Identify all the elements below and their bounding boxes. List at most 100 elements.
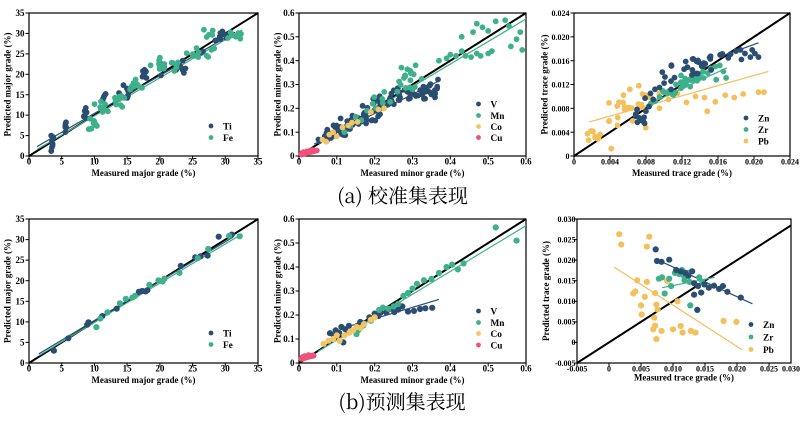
svg-text:5: 5	[59, 364, 64, 374]
svg-text:Fe: Fe	[223, 134, 233, 144]
svg-text:0.020: 0.020	[745, 158, 763, 167]
svg-text:0: 0	[607, 365, 611, 374]
svg-text:30: 30	[221, 364, 231, 374]
svg-text:15: 15	[16, 296, 26, 306]
svg-text:0.016: 0.016	[709, 158, 727, 167]
svg-text:Measured trace grade (%): Measured trace grade (%)	[632, 168, 732, 179]
svg-text:0.5: 0.5	[483, 364, 495, 374]
svg-text:20: 20	[155, 364, 165, 374]
svg-text:Predicted minor grade (%): Predicted minor grade (%)	[273, 33, 284, 137]
svg-text:0.4: 0.4	[283, 262, 295, 272]
svg-text:0.010: 0.010	[664, 365, 682, 374]
svg-text:5: 5	[59, 157, 64, 167]
svg-text:0.3: 0.3	[283, 286, 295, 296]
svg-text:25: 25	[188, 364, 198, 374]
svg-text:30: 30	[221, 157, 231, 167]
svg-text:25: 25	[16, 255, 26, 265]
svg-text:0.4: 0.4	[283, 56, 295, 66]
svg-text:10: 10	[90, 364, 100, 374]
svg-text:10: 10	[16, 110, 26, 120]
svg-text:20: 20	[16, 69, 26, 79]
svg-text:0.5: 0.5	[283, 238, 295, 248]
svg-text:0.015: 0.015	[558, 277, 576, 286]
svg-text:0.004: 0.004	[552, 128, 570, 137]
svg-text:Pb: Pb	[763, 346, 774, 356]
svg-text:Predicted trace grade (%): Predicted trace grade (%)	[541, 241, 552, 341]
svg-text:-0.005: -0.005	[567, 365, 588, 374]
svg-text:Zn: Zn	[763, 321, 775, 331]
svg-text:25: 25	[16, 49, 26, 59]
svg-text:35: 35	[16, 214, 26, 224]
svg-text:-0.005: -0.005	[555, 359, 576, 368]
svg-text:Mn: Mn	[491, 112, 506, 122]
svg-text:Cu: Cu	[491, 341, 503, 351]
svg-text:0.024: 0.024	[781, 158, 799, 167]
svg-text:0.010: 0.010	[558, 297, 576, 306]
svg-text:35: 35	[254, 157, 264, 167]
svg-text:0: 0	[290, 151, 295, 161]
svg-text:0: 0	[27, 364, 32, 374]
svg-text:25: 25	[188, 157, 198, 167]
svg-text:0: 0	[297, 364, 302, 374]
svg-text:0.4: 0.4	[445, 157, 457, 167]
svg-text:5: 5	[20, 131, 25, 141]
svg-text:35: 35	[16, 8, 26, 18]
svg-text:0.016: 0.016	[552, 57, 570, 66]
svg-text:Ti: Ti	[223, 329, 232, 339]
svg-text:0.020: 0.020	[558, 256, 576, 265]
svg-text:0.020: 0.020	[728, 365, 746, 374]
svg-text:0: 0	[566, 152, 570, 161]
svg-text:30: 30	[16, 235, 26, 245]
svg-text:Cu: Cu	[491, 134, 503, 144]
svg-text:5: 5	[20, 338, 25, 348]
svg-text:Co: Co	[491, 123, 503, 133]
svg-text:Measured minor grade (%): Measured minor grade (%)	[361, 168, 465, 179]
svg-text:Predicted major grade (%): Predicted major grade (%)	[3, 239, 14, 343]
svg-text:Predicted trace grade (%): Predicted trace grade (%)	[540, 35, 551, 135]
svg-text:Zr: Zr	[763, 333, 773, 343]
svg-text:0.1: 0.1	[331, 364, 343, 374]
svg-text:Mn: Mn	[491, 319, 506, 329]
svg-text:0: 0	[572, 338, 576, 347]
svg-text:30: 30	[16, 29, 26, 39]
svg-text:0.2: 0.2	[369, 364, 381, 374]
svg-text:0: 0	[20, 358, 25, 368]
svg-text:0.025: 0.025	[760, 365, 778, 374]
svg-text:Measured major grade (%): Measured major grade (%)	[92, 168, 196, 179]
svg-text:0.012: 0.012	[552, 81, 570, 90]
svg-text:0.030: 0.030	[558, 215, 576, 224]
svg-text:Zr: Zr	[758, 126, 768, 136]
svg-text:0: 0	[290, 358, 295, 368]
svg-text:20: 20	[16, 276, 26, 286]
svg-text:0.5: 0.5	[483, 157, 495, 167]
svg-text:0.015: 0.015	[696, 365, 714, 374]
svg-text:Zn: Zn	[758, 114, 770, 124]
svg-text:0.6: 0.6	[283, 214, 295, 224]
svg-text:0.008: 0.008	[552, 104, 570, 113]
svg-text:0.1: 0.1	[331, 157, 343, 167]
svg-text:0.3: 0.3	[407, 157, 419, 167]
svg-text:Measured minor grade (%): Measured minor grade (%)	[361, 375, 465, 386]
svg-text:0.1: 0.1	[283, 334, 295, 344]
svg-text:15: 15	[123, 157, 133, 167]
svg-text:0.2: 0.2	[283, 310, 295, 320]
svg-text:10: 10	[16, 317, 26, 327]
svg-text:Measured trace grade (%): Measured trace grade (%)	[634, 373, 734, 384]
svg-text:0.005: 0.005	[558, 318, 576, 327]
svg-text:0.012: 0.012	[673, 158, 691, 167]
svg-text:0.025: 0.025	[558, 235, 576, 244]
svg-text:0.030: 0.030	[782, 365, 800, 374]
svg-text:15: 15	[16, 90, 26, 100]
svg-text:0.2: 0.2	[283, 103, 295, 113]
svg-text:0.2: 0.2	[369, 157, 381, 167]
svg-text:0.008: 0.008	[637, 158, 655, 167]
svg-text:0: 0	[572, 158, 576, 167]
svg-text:0: 0	[297, 157, 302, 167]
svg-text:0.6: 0.6	[283, 8, 295, 18]
svg-text:0.3: 0.3	[283, 80, 295, 90]
svg-text:0.005: 0.005	[632, 365, 650, 374]
svg-text:V: V	[491, 100, 498, 110]
svg-text:0: 0	[20, 151, 25, 161]
svg-text:0.004: 0.004	[601, 158, 619, 167]
svg-text:Co: Co	[491, 330, 503, 340]
